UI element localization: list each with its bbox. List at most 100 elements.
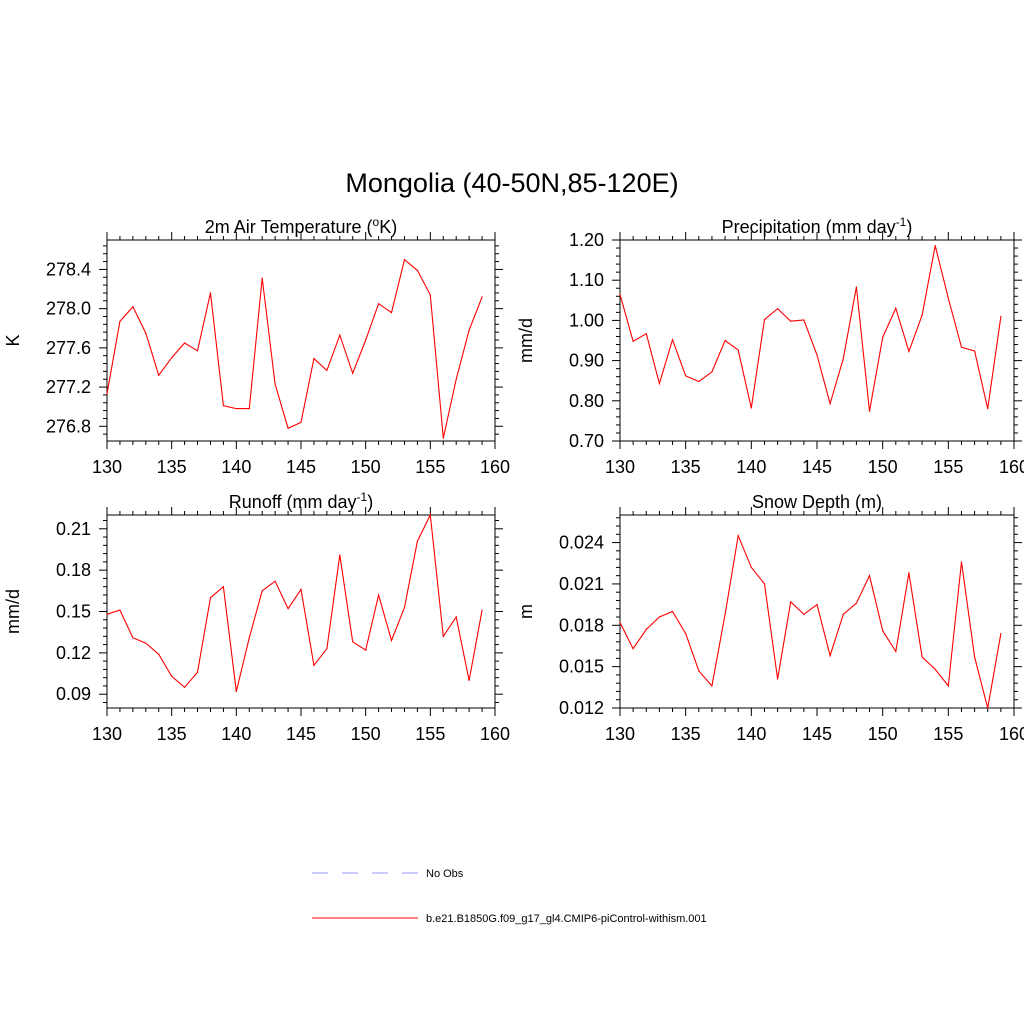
panel-title-text-end: ) [906,217,912,237]
data-point [855,602,858,604]
data-point [132,637,134,639]
series-line [619,533,1002,709]
panel-2: Precipitation (mm day-1) mm/d 130 135 140 145… [516,215,1024,477]
data-point [855,286,858,288]
data-point [390,639,393,642]
series-line [619,245,1002,412]
y-tick-label: 278.4 [46,259,91,279]
data-point [106,393,108,395]
data-point [632,340,634,342]
data-point [468,679,470,682]
y-tick-label: 0.15 [56,602,91,622]
series-line [106,513,483,692]
data-point [119,320,121,322]
data-point [645,628,647,631]
data-point [326,369,328,371]
x-tick-label: 145 [286,724,316,744]
x-tick-label: 155 [415,457,445,477]
panel-title: Precipitation (mm day-1) [722,215,913,237]
y-tick-label: 0.021 [559,574,604,594]
data-point [908,572,910,574]
x-tick-label: 140 [736,457,766,477]
panel-title: 2m Air Temperature (oK) [205,215,397,237]
panel-3: Runoff (mm day-1) mm/d 130 135 140 145 150 155 1… [3,490,510,744]
data-point [481,609,483,611]
x-tick-label: 160 [999,457,1024,477]
plot-frame [619,514,1015,709]
plot-frame [106,239,496,442]
data-point [658,616,661,618]
data-point [921,656,923,658]
data-point [829,403,831,405]
panel-title-superscript: -1 [896,215,907,229]
data-point [326,648,328,650]
panel-title: Runoff (mm day-1) [229,490,373,512]
legend-label: No Obs [426,868,464,880]
x-tick-label: 150 [868,457,898,477]
data-point [671,610,674,613]
data-point [698,380,700,383]
data-point [777,678,779,680]
x-tick-label: 145 [802,724,832,744]
data-point [222,586,224,588]
data-point [750,566,752,569]
data-point [390,312,393,314]
data-point [300,588,302,591]
data-point [158,374,160,376]
data-point [171,357,173,359]
data-point [455,378,457,380]
data-point [132,306,134,308]
data-point [658,382,661,385]
data-point [960,346,963,348]
data-point [750,407,752,409]
x-tick-label: 145 [802,457,832,477]
y-tick-label: 0.024 [559,533,604,553]
data-point [724,613,726,615]
panel-title-text-end: K) [379,217,397,237]
x-tick-label: 130 [92,724,122,744]
panel-title-text: Snow Depth (m) [752,492,882,512]
data-point [145,642,147,644]
panel-title: Snow Depth (m) [752,492,882,512]
data-point [711,371,713,373]
data-point [934,245,936,247]
x-tick-label: 130 [605,724,635,744]
data-point [803,319,805,321]
figure-title: Mongolia (40-50N,85-120E) [345,168,678,198]
data-point [339,334,341,336]
data-point [248,637,250,639]
data-point [300,421,302,423]
y-tick-label: 0.18 [56,560,91,580]
panel-title-text: Precipitation (mm day [722,217,896,237]
data-point [882,630,884,632]
y-tick-label: 0.018 [559,615,604,635]
data-point [987,707,989,709]
data-point [737,349,739,351]
panel-title-superscript: o [373,215,380,229]
data-point [352,641,354,643]
y-tick-label: 1.10 [569,270,604,290]
data-point [468,329,470,331]
data-point [235,408,237,410]
data-point [365,649,367,651]
data-point [724,339,726,342]
y-tick-label: 277.2 [46,377,91,397]
panel-4: Snow Depth (m) m 130 135 140 145 150 155 160 0.01… [516,492,1024,744]
data-point [777,308,779,310]
x-tick-label: 150 [351,724,381,744]
data-point [619,621,621,624]
y-axis-label: mm/d [3,589,23,634]
data-point [119,609,121,611]
y-axis-label: mm/d [516,318,536,363]
data-point [365,339,367,341]
data-point [974,350,976,352]
data-point [222,405,224,407]
data-point [403,606,406,609]
data-point [685,375,687,377]
panel-title-text-end: ) [367,492,373,512]
data-point [274,580,276,582]
data-point [947,297,949,299]
y-axis-label: K [3,334,23,346]
